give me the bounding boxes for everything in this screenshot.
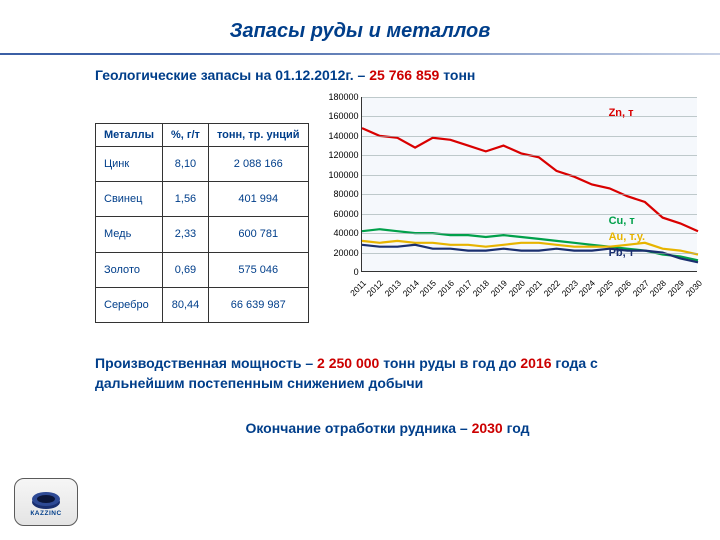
table-cell: 1,56 <box>163 182 209 217</box>
y-tick-label: 140000 <box>319 131 359 141</box>
y-tick-label: 60000 <box>319 209 359 219</box>
y-tick-label: 0 <box>319 267 359 277</box>
y-tick-label: 80000 <box>319 189 359 199</box>
company-logo: КАZZINC <box>14 478 78 526</box>
table-cell: 0,69 <box>163 252 209 287</box>
table-cell: Цинк <box>96 147 163 182</box>
y-tick-label: 180000 <box>319 92 359 102</box>
table-cell: 8,10 <box>163 147 209 182</box>
series-label: Au, т.у. <box>609 231 645 243</box>
table-cell: 66 639 987 <box>208 287 308 322</box>
table-row: Медь2,33600 781 <box>96 217 309 252</box>
logo-text: КАZZINC <box>30 510 61 517</box>
highlight-text: 2016 <box>520 355 551 371</box>
table-cell: 600 781 <box>208 217 308 252</box>
series-label: Cu, т <box>609 215 635 227</box>
series-line <box>362 245 698 262</box>
capacity-text: Производственная мощность – 2 250 000 то… <box>95 353 680 394</box>
reserves-chart: 0 20000 40000 60000 80000 100000 120000 140000 1… <box>319 93 700 323</box>
table-cell: 575 046 <box>208 252 308 287</box>
table-row: Цинк8,102 088 166 <box>96 147 309 182</box>
subtitle-prefix: Геологические запасы на 01.12.2012г. – <box>95 67 369 83</box>
table-header: %, г/т <box>163 124 209 147</box>
y-tick-label: 40000 <box>319 228 359 238</box>
table-cell: 2 088 166 <box>208 147 308 182</box>
subtitle: Геологические запасы на 01.12.2012г. – 2… <box>0 55 720 83</box>
table-cell: 2,33 <box>163 217 209 252</box>
y-tick-label: 100000 <box>319 170 359 180</box>
text-segment: Окончание отработки рудника – <box>245 420 471 436</box>
series-label: Zn, т <box>609 107 634 119</box>
table-cell: Серебро <box>96 287 163 322</box>
highlight-text: 2 250 000 <box>317 355 379 371</box>
text-segment: год <box>503 420 530 436</box>
y-tick-label: 160000 <box>319 111 359 121</box>
table-row: Свинец1,56401 994 <box>96 182 309 217</box>
text-segment: Производственная мощность – <box>95 355 317 371</box>
y-tick-label: 20000 <box>319 248 359 258</box>
page-title: Запасы руды и металлов <box>0 20 720 43</box>
y-tick-label: 120000 <box>319 150 359 160</box>
table-cell: Медь <box>96 217 163 252</box>
subtitle-suffix: тонн <box>439 67 475 83</box>
series-label: Pb, т <box>609 247 635 259</box>
text-segment: тонн руды в год до <box>379 355 520 371</box>
table-header: тонн, тр. унций <box>208 124 308 147</box>
metals-table: Металлы%, г/ттонн, тр. унций Цинк8,102 0… <box>95 123 309 323</box>
table-row: Золото0,69575 046 <box>96 252 309 287</box>
table-row: Серебро80,4466 639 987 <box>96 287 309 322</box>
end-year-text: Окончание отработки рудника – 2030 год <box>95 418 680 438</box>
table-cell: Золото <box>96 252 163 287</box>
table-cell: Свинец <box>96 182 163 217</box>
subtitle-highlight: 25 766 859 <box>369 67 439 83</box>
series-line <box>362 128 698 231</box>
highlight-text: 2030 <box>472 420 503 436</box>
table-cell: 401 994 <box>208 182 308 217</box>
table-header: Металлы <box>96 124 163 147</box>
table-cell: 80,44 <box>163 287 209 322</box>
